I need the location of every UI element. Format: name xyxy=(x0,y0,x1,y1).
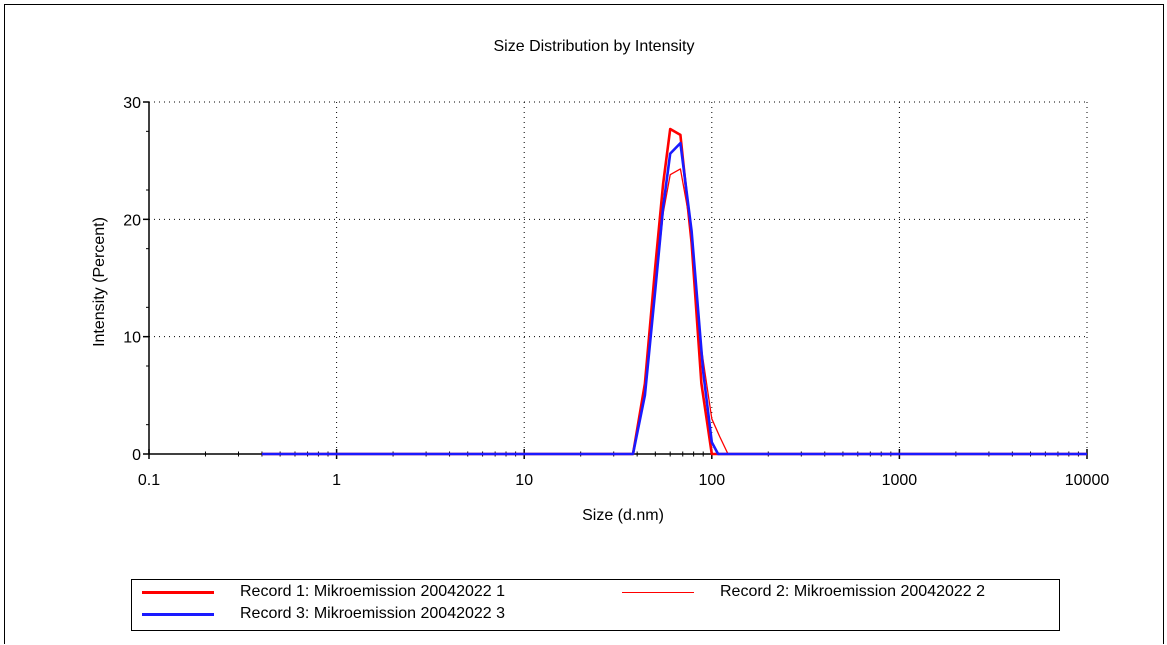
y-axis-label: Intensity (Percent) xyxy=(91,217,108,347)
series-line-record-3 xyxy=(261,141,1087,456)
chart-frame: Size Distribution by Intensity 0.1 1 10 100… xyxy=(4,4,1164,644)
y-tick-label: 30 xyxy=(123,95,141,112)
tick-label-layer: 0.1 1 10 100 1000 10000 0 10 20 30 xyxy=(123,95,1109,489)
x-tick-label: 0.1 xyxy=(138,472,160,489)
x-tick-label: 1000 xyxy=(882,472,918,489)
series-line-record-1 xyxy=(261,127,1087,456)
legend-item-record-1: Record 1: Mikroemission 20042022 1 xyxy=(142,582,505,602)
x-tick-label: 1 xyxy=(332,472,341,489)
y-tick-label: 10 xyxy=(123,330,141,347)
legend-item-record-2: Record 2: Mikroemission 20042022 2 xyxy=(622,582,985,602)
series-line-record-2 xyxy=(261,168,1087,455)
legend-label-record-1: Record 1: Mikroemission 20042022 1 xyxy=(240,583,506,600)
series-layer xyxy=(261,127,1087,456)
legend-swatch-record-3 xyxy=(142,612,214,616)
legend: Record 1: Mikroemission 20042022 1 Recor… xyxy=(131,579,1060,631)
legend-label-record-2: Record 2: Mikroemission 20042022 2 xyxy=(720,583,986,600)
legend-swatch-record-1 xyxy=(142,590,214,594)
chart-title: Size Distribution by Intensity xyxy=(494,38,695,55)
legend-item-record-3: Record 3: Mikroemission 20042022 3 xyxy=(142,604,505,624)
y-tick-label: 0 xyxy=(132,447,141,464)
legend-swatch-record-2 xyxy=(622,591,694,593)
x-tick-label: 10 xyxy=(515,472,533,489)
axis-layer xyxy=(143,101,1088,459)
chart-svg: Size Distribution by Intensity 0.1 1 10 100… xyxy=(91,38,1109,524)
x-tick-label: 100 xyxy=(698,472,725,489)
y-tick-label: 20 xyxy=(123,212,141,229)
x-axis-label: Size (d.nm) xyxy=(582,507,664,524)
x-tick-label: 10000 xyxy=(1065,472,1110,489)
grid-layer xyxy=(149,101,1088,454)
legend-label-record-3: Record 3: Mikroemission 20042022 3 xyxy=(240,605,506,622)
